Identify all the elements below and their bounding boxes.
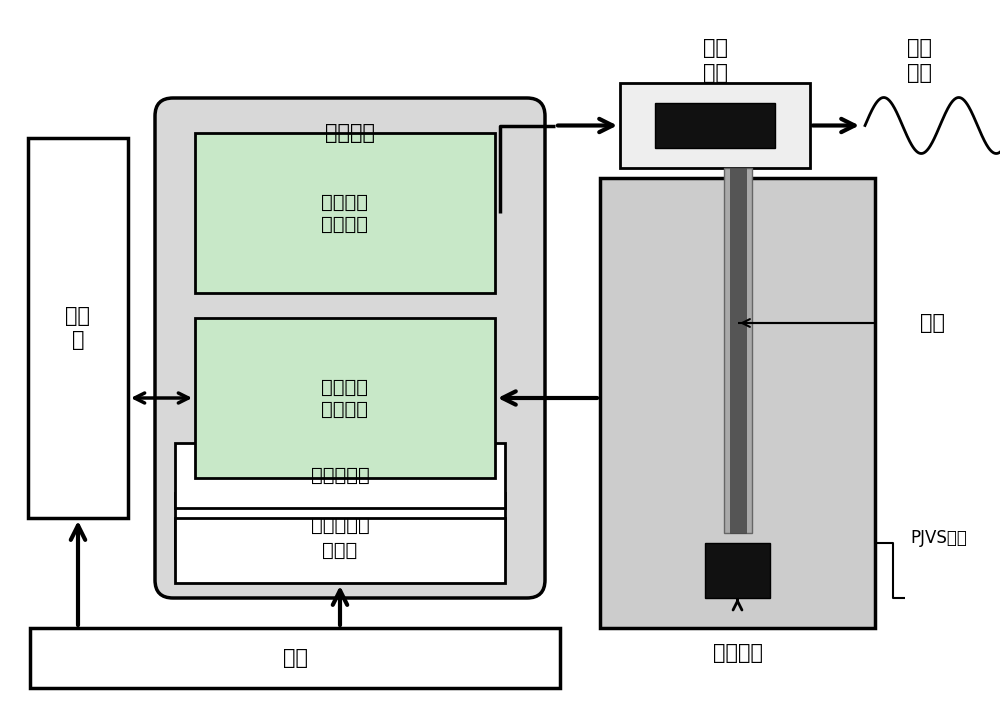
Text: 探杆: 探杆 [920, 313, 945, 333]
Bar [724, 168, 752, 533]
Text: 模拟: 模拟 [702, 38, 728, 58]
Text: 上位
机: 上位 机 [66, 307, 90, 349]
Text: PJVS结阵: PJVS结阵 [910, 529, 967, 547]
Text: 微波源: 微波源 [322, 541, 358, 560]
Bar [620, 83, 810, 168]
Text: 量子: 量子 [908, 38, 932, 58]
Bar [175, 443, 505, 508]
Bar [30, 628, 560, 688]
Text: 电压: 电压 [908, 63, 932, 83]
Bar [195, 318, 495, 478]
Text: 电压电流
转换电路: 电压电流 转换电路 [322, 377, 368, 419]
Text: 低温杜瓦: 低温杜瓦 [712, 643, 763, 663]
Bar [600, 178, 875, 628]
Text: 开关: 开关 [702, 63, 728, 83]
Text: 驱动电路: 驱动电路 [325, 123, 375, 143]
Bar [730, 168, 746, 533]
Bar [705, 543, 770, 598]
Text: 数字电压表: 数字电压表 [311, 466, 369, 485]
Bar [175, 493, 505, 558]
Bar [175, 518, 505, 583]
Text: 数字电压表: 数字电压表 [311, 516, 369, 535]
Bar [195, 133, 495, 293]
Text: 模拟开关
控制电路: 模拟开关 控制电路 [322, 193, 368, 233]
FancyBboxPatch shape [155, 98, 545, 598]
Text: 时钟: 时钟 [283, 648, 308, 668]
Bar [655, 103, 775, 148]
Bar [28, 138, 128, 518]
